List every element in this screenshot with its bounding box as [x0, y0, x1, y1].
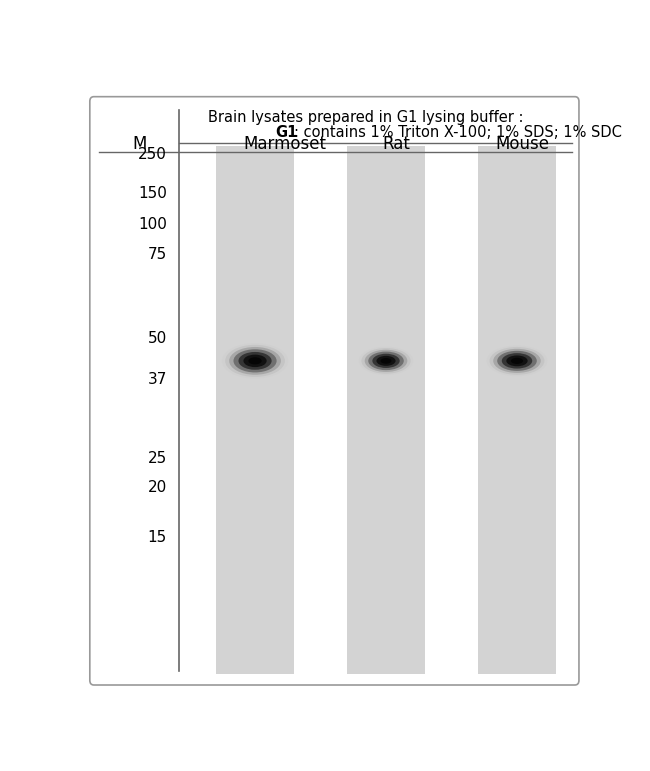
Ellipse shape — [497, 351, 537, 371]
Ellipse shape — [365, 350, 408, 372]
Ellipse shape — [244, 355, 266, 367]
Ellipse shape — [248, 357, 262, 365]
Text: : contains 1% Triton X-100; 1% SDS; 1% SDC: : contains 1% Triton X-100; 1% SDS; 1% S… — [294, 125, 621, 140]
Text: 75: 75 — [148, 247, 167, 262]
Text: Marmoset: Marmoset — [244, 135, 327, 153]
Ellipse shape — [229, 347, 281, 375]
Text: Mouse: Mouse — [495, 135, 549, 153]
Text: M: M — [132, 135, 146, 153]
Ellipse shape — [380, 358, 391, 364]
Bar — [478, 146, 556, 675]
Ellipse shape — [511, 358, 523, 364]
Ellipse shape — [361, 348, 411, 374]
Ellipse shape — [502, 353, 532, 369]
FancyBboxPatch shape — [90, 96, 579, 685]
Ellipse shape — [359, 347, 413, 375]
Text: G1: G1 — [275, 125, 298, 140]
Ellipse shape — [376, 356, 396, 366]
Ellipse shape — [489, 347, 545, 375]
Ellipse shape — [487, 345, 547, 376]
Bar — [216, 146, 294, 675]
Ellipse shape — [372, 354, 400, 368]
Ellipse shape — [239, 352, 272, 370]
Ellipse shape — [369, 352, 404, 370]
Bar — [347, 146, 425, 675]
Text: 150: 150 — [138, 186, 167, 201]
Text: Brain lysates prepared in G1 lysing buffer :: Brain lysates prepared in G1 lysing buff… — [208, 110, 524, 126]
Text: 100: 100 — [138, 217, 167, 232]
Ellipse shape — [506, 355, 528, 366]
Text: 50: 50 — [148, 332, 167, 346]
Ellipse shape — [225, 345, 285, 377]
Text: Rat: Rat — [382, 135, 410, 153]
Text: 37: 37 — [148, 372, 167, 387]
Ellipse shape — [493, 348, 541, 373]
Text: 15: 15 — [148, 530, 167, 545]
Text: 25: 25 — [148, 451, 167, 466]
Ellipse shape — [222, 343, 288, 379]
Ellipse shape — [233, 349, 277, 372]
Text: 20: 20 — [148, 480, 167, 496]
Text: 250: 250 — [138, 147, 167, 163]
